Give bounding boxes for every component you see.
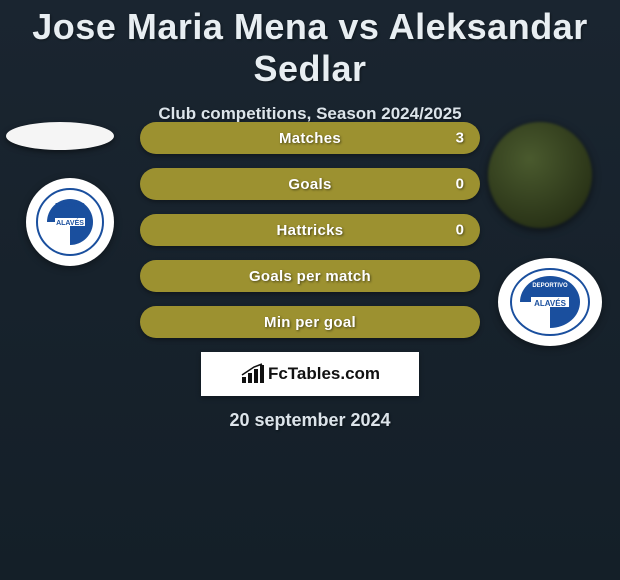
stat-value: 0 bbox=[456, 176, 464, 193]
stat-row-min-per-goal: Min per goal bbox=[140, 306, 480, 338]
brand-box: FcTables.com bbox=[201, 352, 419, 396]
svg-text:ALAVÉS: ALAVÉS bbox=[534, 299, 567, 308]
stat-label: Min per goal bbox=[264, 314, 356, 331]
stat-row-matches: Matches 3 bbox=[140, 122, 480, 154]
brand-name: FcTables.com bbox=[268, 364, 380, 384]
stat-value: 3 bbox=[456, 130, 464, 147]
stat-row-hattricks: Hattricks 0 bbox=[140, 214, 480, 246]
page-title: Jose Maria Mena vs Aleksandar Sedlar bbox=[0, 0, 620, 90]
stat-label: Goals per match bbox=[249, 268, 371, 285]
date-label: 20 september 2024 bbox=[0, 410, 620, 431]
player-right-avatar bbox=[488, 122, 592, 228]
club-right-badge: DEPORTIVO ALAVÉS bbox=[498, 258, 602, 346]
stats-list: Matches 3 Goals 0 Hattricks 0 Goals per … bbox=[140, 122, 480, 338]
stat-label: Matches bbox=[279, 130, 341, 147]
alaves-badge-icon: DEPORTIVO ALAVÉS bbox=[35, 187, 105, 257]
svg-text:DEPORTIVO: DEPORTIVO bbox=[532, 283, 568, 289]
bars-icon bbox=[240, 363, 266, 385]
svg-text:DEPORTIVO: DEPORTIVO bbox=[55, 203, 85, 209]
svg-text:ALAVÉS: ALAVÉS bbox=[56, 218, 84, 227]
player-left-avatar bbox=[6, 122, 114, 150]
stat-row-goals: Goals 0 bbox=[140, 168, 480, 200]
subtitle: Club competitions, Season 2024/2025 bbox=[0, 104, 620, 124]
stat-value: 0 bbox=[456, 222, 464, 239]
club-left-badge: DEPORTIVO ALAVÉS bbox=[26, 178, 114, 266]
stat-label: Hattricks bbox=[277, 222, 344, 239]
stat-label: Goals bbox=[288, 176, 331, 193]
stat-row-goals-per-match: Goals per match bbox=[140, 260, 480, 292]
alaves-badge-icon: DEPORTIVO ALAVÉS bbox=[509, 266, 591, 338]
